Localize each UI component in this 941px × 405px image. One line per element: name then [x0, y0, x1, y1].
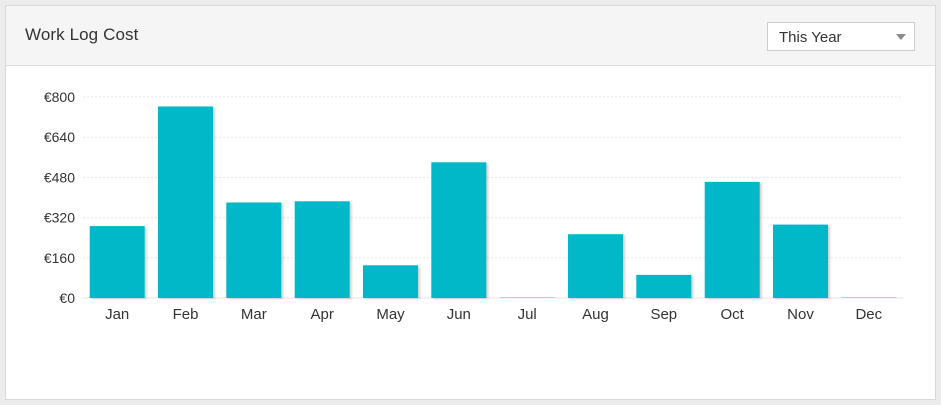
- x-tick-label: Jan: [105, 306, 129, 323]
- bar-aug[interactable]: [568, 234, 623, 298]
- grid-lines: [83, 96, 903, 299]
- bar-mar[interactable]: [226, 202, 282, 299]
- y-tick-label: €480: [44, 169, 75, 185]
- bar-jul[interactable]: [499, 297, 555, 298]
- y-axis-ticks: €0 €160 €320 €480 €640 €800: [44, 89, 75, 306]
- bar-jan[interactable]: [89, 226, 145, 298]
- y-tick-label: €800: [44, 89, 75, 105]
- y-tick-label: €320: [44, 210, 75, 226]
- period-select[interactable]: This Year: [767, 22, 915, 51]
- bars: [89, 106, 897, 299]
- x-tick-label: Feb: [173, 306, 199, 323]
- x-tick-label: Dec: [855, 306, 882, 323]
- y-tick-label: €160: [44, 250, 75, 266]
- x-tick-label: Sep: [650, 306, 677, 323]
- x-tick-label: Jul: [518, 306, 537, 323]
- x-tick-label: Jun: [447, 306, 471, 323]
- x-tick-label: Aug: [582, 306, 609, 323]
- bar-nov[interactable]: [773, 224, 828, 298]
- x-tick-label: Nov: [787, 306, 814, 323]
- bar-feb[interactable]: [158, 106, 213, 299]
- widget-header: Work Log Cost This Year: [6, 6, 935, 66]
- y-tick-label: €640: [44, 129, 75, 145]
- bar-apr[interactable]: [294, 201, 350, 298]
- x-tick-label: May: [376, 306, 405, 323]
- x-tick-label: Apr: [311, 306, 334, 323]
- x-axis-ticks: Jan Feb Mar Apr May Jun Jul Aug Sep Oct Nov Dec: [105, 306, 883, 323]
- x-tick-label: Mar: [241, 306, 267, 323]
- chevron-down-icon: [896, 34, 906, 40]
- period-select-value: This Year: [779, 29, 842, 46]
- y-tick-label: €0: [59, 290, 75, 306]
- bar-oct[interactable]: [704, 181, 760, 298]
- bar-sep[interactable]: [636, 274, 692, 298]
- x-tick-label: Oct: [721, 306, 745, 323]
- bar-jun[interactable]: [431, 162, 487, 298]
- bar-may[interactable]: [363, 265, 418, 298]
- widget-title: Work Log Cost: [25, 25, 139, 44]
- bar-dec[interactable]: [841, 297, 897, 298]
